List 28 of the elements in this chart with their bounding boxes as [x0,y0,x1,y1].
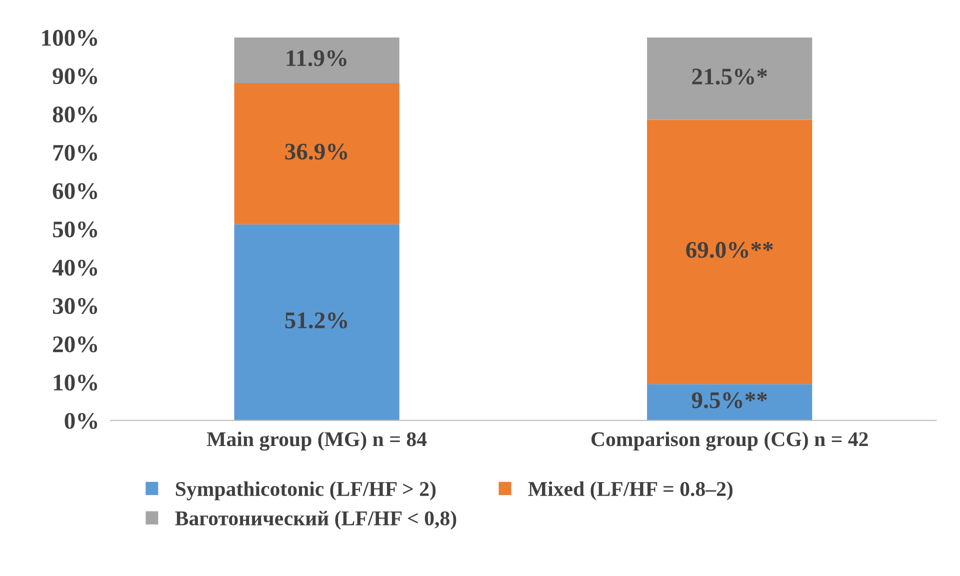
legend-label: Ваготонический (LF/HF < 0,8) [175,510,456,530]
x-tick-label: Comparison group (CG) n = 42 [591,432,868,451]
bar [647,120,812,384]
bar [234,83,400,224]
data-label: 21.5%* [692,68,767,85]
y-tick-label: 30% [52,298,98,314]
y-tick-label: 90% [52,68,98,84]
legend-label: Mixed (LF/HF = 0.8–2) [528,481,732,500]
bar [647,37,812,120]
x-tick-label: Main group (MG) n = 84 [206,432,427,451]
data-label: 51.2% [285,312,348,328]
data-label: 11.9% [286,50,346,66]
data-label: 36.9% [285,144,348,160]
data-label: 69.0%** [686,242,773,258]
legend-label: Sympathicotonic (LF/HF > 2) [176,481,436,500]
y-tick-label: 100% [42,30,98,46]
bar [647,384,812,420]
y-tick-label: 0% [64,412,98,429]
y-tick-label: 20% [53,336,98,352]
y-tick-label: 80% [52,106,98,123]
y-tick-label: 50% [53,221,98,238]
data-label: 9.5%** [692,392,767,408]
y-tick-label: 60% [52,183,98,200]
bar [234,37,400,84]
y-tick-label: 10% [54,374,98,391]
y-tick-label: 40% [52,260,98,276]
bar [234,224,400,420]
y-tick-label: 70% [53,144,98,161]
